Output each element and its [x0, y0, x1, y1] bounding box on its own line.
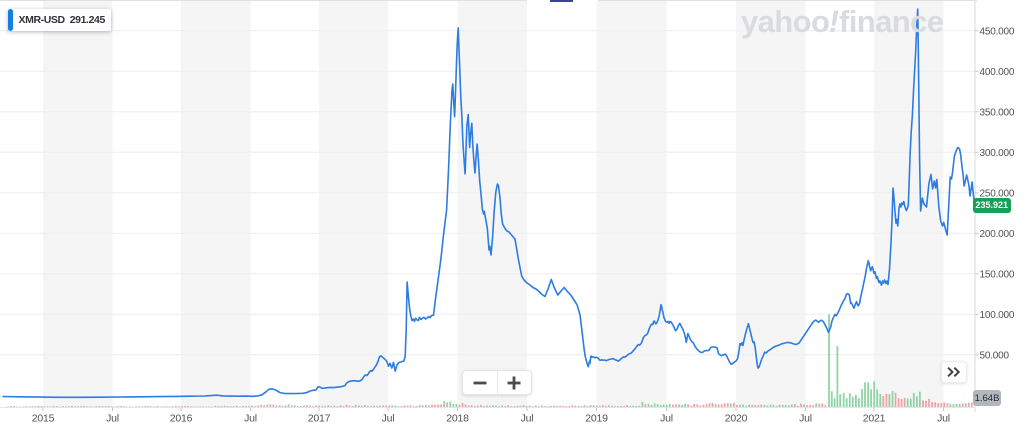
svg-text:2015: 2015 — [32, 413, 55, 425]
svg-text:450.000: 450.000 — [980, 26, 1015, 37]
svg-text:2016: 2016 — [170, 413, 193, 425]
svg-text:Jul: Jul — [799, 413, 812, 425]
svg-text:2018: 2018 — [446, 413, 469, 425]
svg-text:100.000: 100.000 — [980, 310, 1015, 321]
svg-text:350.000: 350.000 — [980, 107, 1015, 118]
svg-text:Jul: Jul — [106, 413, 119, 425]
svg-text:50.000: 50.000 — [980, 350, 1010, 361]
svg-text:Jul: Jul — [660, 413, 673, 425]
svg-text:200.000: 200.000 — [980, 229, 1015, 240]
svg-text:Jul: Jul — [244, 413, 257, 425]
svg-text:2020: 2020 — [725, 413, 748, 425]
svg-text:Jul: Jul — [382, 413, 395, 425]
svg-text:2019: 2019 — [585, 413, 608, 425]
svg-text:150.000: 150.000 — [980, 269, 1015, 280]
svg-text:400.000: 400.000 — [980, 67, 1015, 78]
svg-text:Jul: Jul — [937, 413, 950, 425]
svg-text:Jul: Jul — [521, 413, 534, 425]
svg-text:250.000: 250.000 — [980, 188, 1015, 199]
svg-text:2017: 2017 — [308, 413, 331, 425]
svg-text:300.000: 300.000 — [980, 148, 1015, 159]
svg-text:2021: 2021 — [863, 413, 886, 425]
